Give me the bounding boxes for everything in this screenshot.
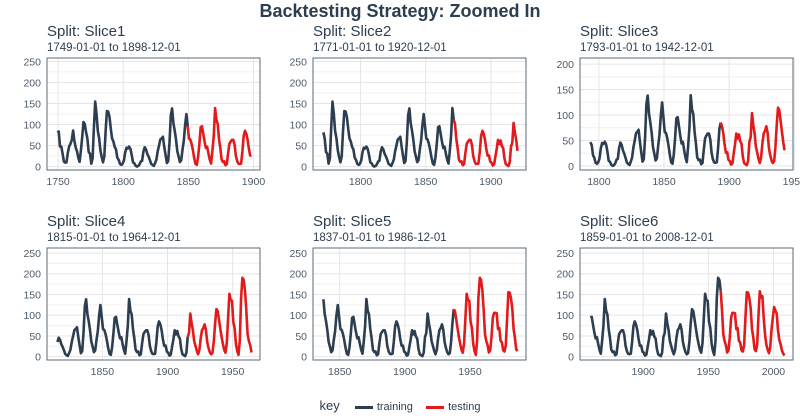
panel-border [46,57,261,171]
y-tick-label: 0 [568,352,574,364]
y-tick-label: 0 [35,162,41,174]
panel-title: Split: Slice5 [313,213,391,230]
y-tick-label: 0 [301,352,307,364]
panel-subtitle: 1859-01-01 to 2008-12-01 [580,232,714,244]
x-tick-label: 1850 [91,366,115,378]
panel-subtitle: 1749-01-01 to 1898-12-01 [47,42,181,54]
panel-subtitle: 1837-01-01 to 1986-12-01 [313,232,447,244]
panel-title: Split: Slice2 [313,23,391,40]
training-line [589,276,722,358]
x-tick-label: 1950 [697,366,721,378]
x-tick-label: 1900 [393,366,417,378]
y-tick-label: 100 [23,310,41,322]
training-line [589,93,722,168]
testing-line [452,276,519,357]
panel-title: Split: Slice4 [47,213,125,230]
y-tick-label: 200 [556,59,574,71]
panel-4: Split: Slice4 1815-01-01 to 1964-12-01 0 50… [23,213,261,378]
panel-subtitle: 1815-01-01 to 1964-12-01 [47,232,181,244]
y-tick-label: 50 [29,141,41,153]
x-tick-label: 1850 [177,176,201,188]
training-line [56,100,189,168]
training-line [322,297,455,358]
x-tick-label: 1900 [156,366,180,378]
y-tick-label: 100 [556,310,574,322]
x-tick-label: 1800 [112,176,136,188]
y-tick-label: 50 [562,135,574,147]
x-tick-label: 1950 [458,366,482,378]
y-tick-label: 50 [29,331,41,343]
panel-subtitle: 1793-01-01 to 1942-12-01 [580,42,714,54]
x-tick-label: 1800 [587,176,611,188]
y-tick-label: 250 [23,248,41,260]
y-tick-label: 150 [556,289,574,301]
panel-title: Split: Slice3 [580,23,658,40]
y-tick-label: 250 [289,248,307,260]
y-tick-label: 0 [568,161,574,173]
testing-line [719,290,786,357]
y-tick-label: 200 [556,269,574,281]
panel-title: Split: Slice1 [47,23,125,40]
panel-6: Split: Slice6 1859-01-01 to 2008-12-01 0 50… [556,213,794,378]
panel-2: Split: Slice2 1771-01-01 to 1920-12-01 0 50… [289,23,527,188]
legend-swatch-testing [426,405,445,409]
testing-line [452,119,519,168]
y-tick-label: 150 [289,289,307,301]
panel-border [312,57,527,171]
y-tick-label: 250 [23,56,41,68]
training-line [322,100,455,168]
training-line [56,297,189,358]
x-tick-label: 1900 [632,366,656,378]
y-tick-label: 200 [23,77,41,89]
y-tick-label: 200 [23,269,41,281]
y-tick-label: 150 [23,98,41,110]
testing-line [186,106,252,167]
y-tick-label: 0 [35,352,41,364]
panel-border [579,57,794,171]
y-tick-label: 50 [562,331,574,343]
x-tick-label: 1900 [717,176,741,188]
y-tick-label: 100 [289,310,307,322]
panel-5: Split: Slice5 1837-01-01 to 1986-12-01 0 50… [289,213,527,378]
panel-border [312,247,527,361]
legend-swatch-training [354,405,373,409]
y-tick-label: 250 [289,56,307,68]
panel-subtitle: 1771-01-01 to 1920-12-01 [313,42,447,54]
y-tick-label: 200 [289,77,307,89]
x-tick-label: 1850 [328,366,352,378]
legend-label-testing: testing [448,401,481,413]
y-tick-label: 150 [23,289,41,301]
chart-title: Backtesting Strategy: Zoomed In [259,1,541,21]
y-tick-label: 150 [289,98,307,110]
x-tick-label: 1850 [652,176,676,188]
y-tick-label: 50 [295,141,307,153]
x-tick-label: 1900 [242,176,266,188]
x-tick-label: 1850 [414,176,438,188]
x-tick-label: 2000 [762,366,786,378]
testing-line [719,106,786,167]
y-tick-label: 50 [295,331,307,343]
y-tick-label: 200 [289,269,307,281]
x-tick-label: 1900 [479,176,503,188]
y-tick-label: 100 [23,120,41,132]
legend: key training testing [0,398,800,413]
panel-1: Split: Slice1 1749-01-01 to 1898-12-01 0 50… [23,23,266,188]
y-tick-label: 100 [556,110,574,122]
x-tick-label: 1950 [221,366,245,378]
testing-line [186,276,253,357]
y-tick-label: 250 [556,248,574,260]
x-tick-label: 1800 [349,176,373,188]
legend-label-training: training [376,401,413,413]
x-tick-label: 1950 [783,176,800,188]
panel-3: Split: Slice3 1793-01-01 to 1942-12-01 0 50… [556,23,800,188]
y-tick-label: 100 [289,120,307,132]
panel-title: Split: Slice6 [580,213,658,230]
y-tick-label: 150 [556,85,574,97]
panel-border [46,247,261,361]
x-tick-label: 1750 [46,176,70,188]
y-tick-label: 0 [301,162,307,174]
panel-border [579,247,794,361]
legend-title: key [319,398,340,413]
